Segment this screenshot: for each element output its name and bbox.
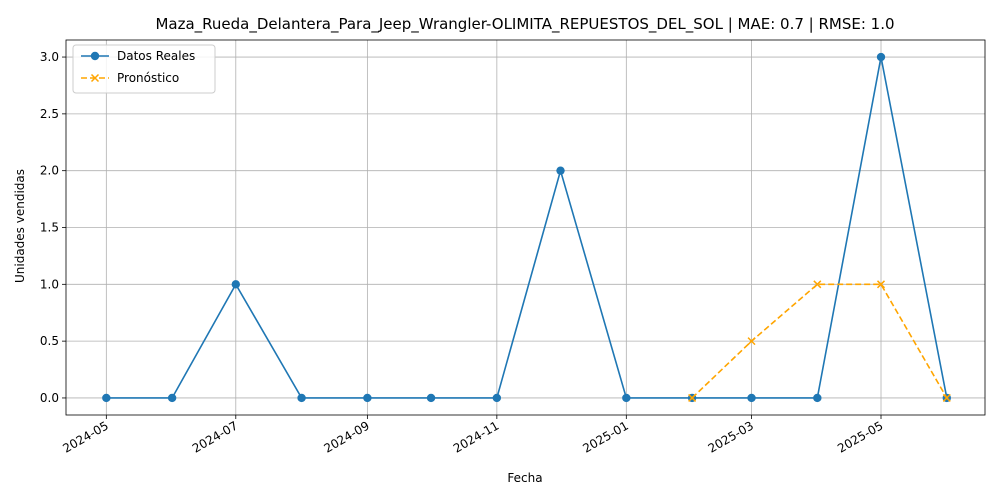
data-point — [231, 280, 240, 289]
data-point — [556, 166, 565, 175]
x-tick-label: 2025-03 — [706, 418, 756, 455]
data-point — [492, 393, 502, 403]
forecast-point — [747, 337, 756, 346]
x-tick-label: 2024-11 — [451, 418, 501, 455]
forecast-point — [688, 393, 697, 402]
data-point — [297, 393, 306, 403]
x-axis-label: Fecha — [507, 471, 542, 485]
forecast-point — [942, 393, 951, 402]
series-line-0 — [106, 56, 948, 399]
x-tick-label: 2025-01 — [580, 418, 630, 455]
y-tick-label: 1.5 — [40, 221, 59, 235]
forecast-point — [813, 280, 822, 289]
data-point — [102, 393, 111, 403]
x-tick-label: 2024-05 — [60, 418, 110, 455]
series-line-1 — [691, 283, 948, 399]
x-tick-label: 2025-05 — [835, 418, 885, 455]
legend-label: Datos Reales — [117, 49, 195, 63]
data-point — [426, 393, 436, 403]
legend-box — [72, 44, 216, 94]
y-axis-label: Unidades vendidas — [13, 169, 27, 283]
data-point — [167, 393, 177, 403]
forecast-point — [876, 280, 886, 289]
y-tick-label: 3.0 — [40, 50, 59, 64]
data-point — [876, 52, 886, 62]
legend-marker — [90, 73, 100, 83]
x-tick-label: 2024-07 — [190, 418, 240, 455]
y-tick-label: 2.5 — [40, 107, 59, 121]
y-tick-label: 0.0 — [40, 391, 59, 405]
y-tick-label: 0.5 — [40, 334, 59, 348]
y-tick-label: 1.0 — [40, 277, 59, 291]
data-point — [747, 393, 756, 403]
y-tick-label: 2.0 — [40, 164, 59, 178]
legend-label: Pronóstico — [117, 71, 179, 85]
plot-area: 2024-05 2024-07 2024-09 2024-11 2025-01 2025-… — [40, 39, 986, 456]
data-point — [363, 393, 372, 403]
chart-title: Maza_Rueda_Delantera_Para_Jeep_Wrangler-… — [155, 15, 894, 34]
legend-marker — [90, 51, 100, 61]
data-point — [622, 393, 631, 403]
x-tick-label: 2024-09 — [321, 418, 371, 455]
data-point — [813, 393, 822, 403]
